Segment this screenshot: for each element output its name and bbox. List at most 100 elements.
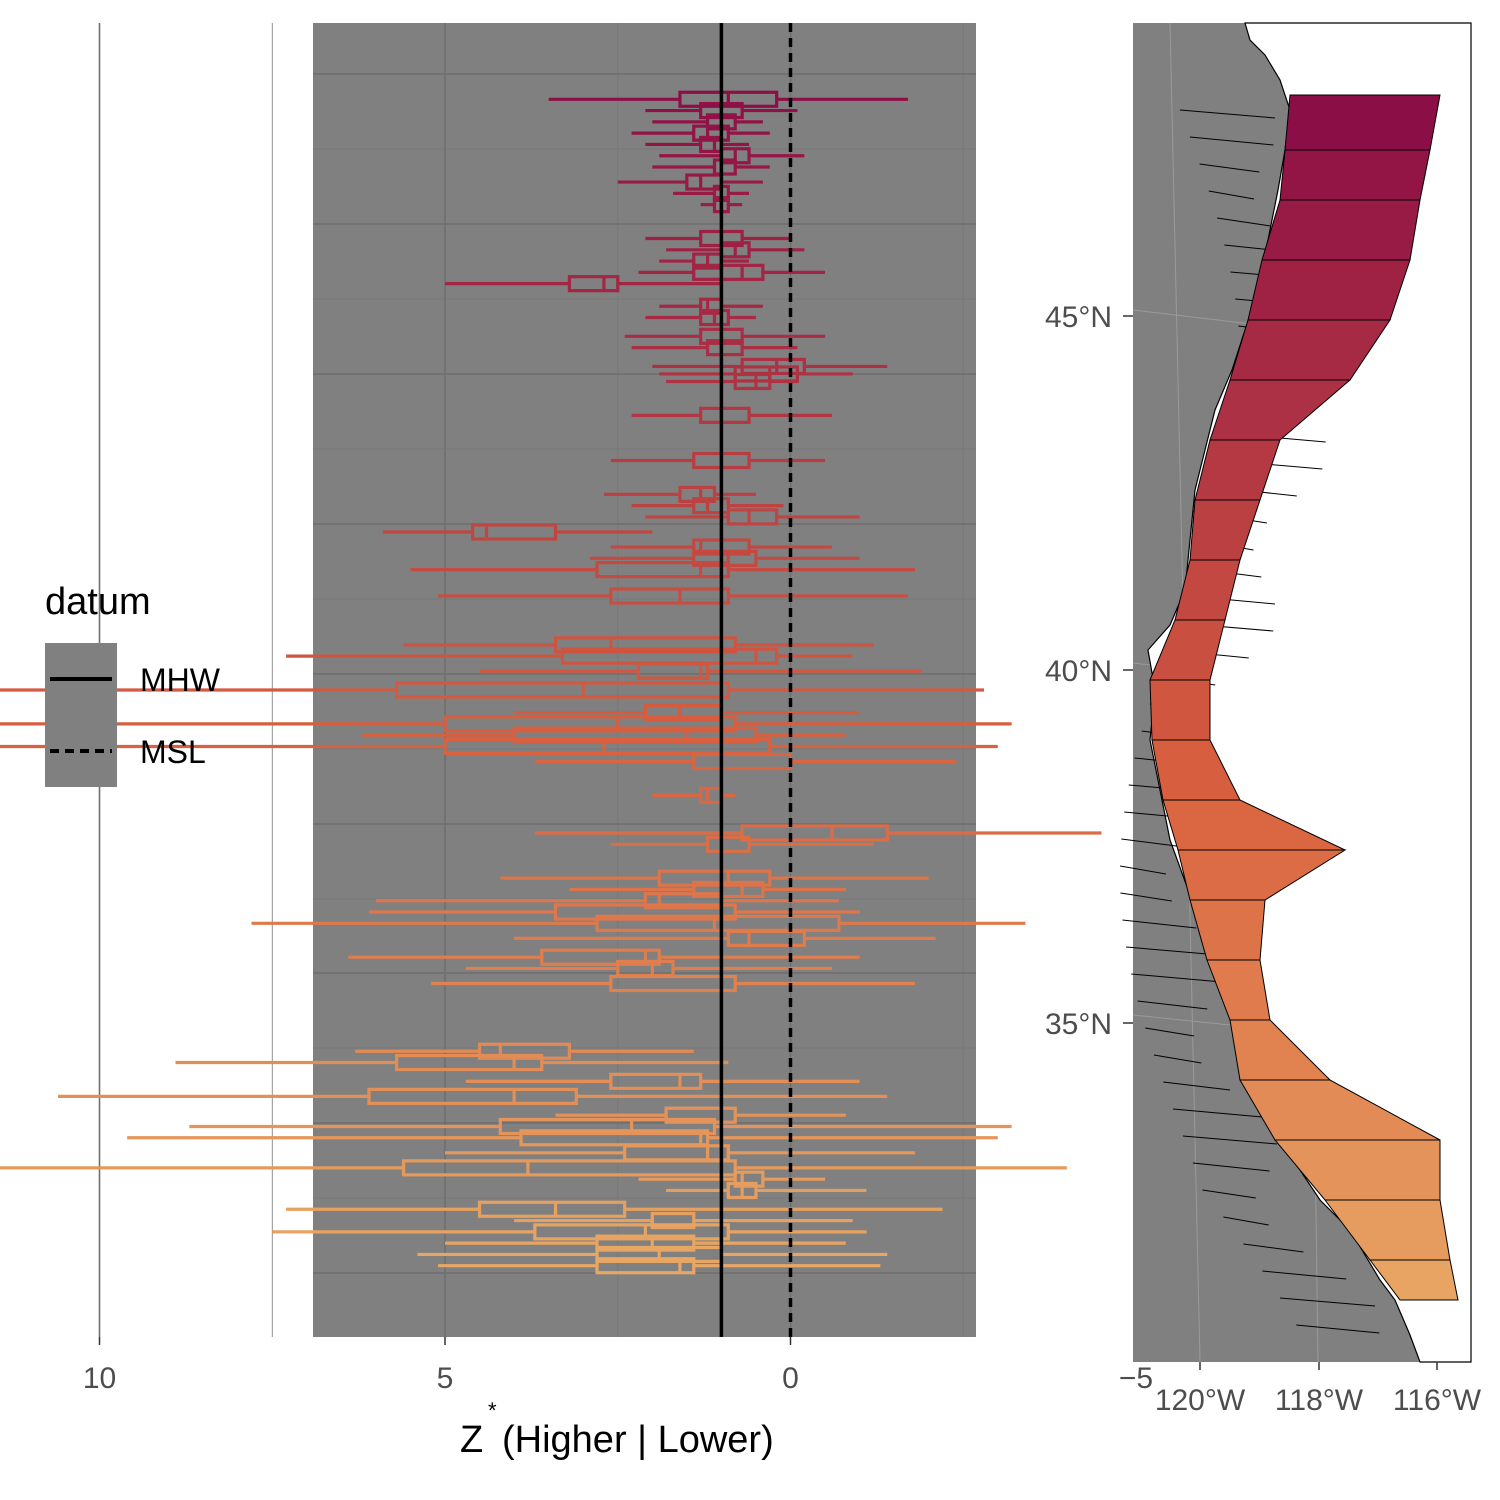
x-axis-title-suffix: (Higher | Lower) <box>502 1419 774 1461</box>
box-iqr <box>692 549 758 567</box>
watershed-region <box>1261 199 1421 261</box>
map-x-tick-label: 118°W <box>1275 1384 1364 1417</box>
box-iqr <box>533 1223 730 1241</box>
box-mark <box>548 90 908 108</box>
box-iqr <box>512 726 758 744</box>
legend-label-mhw: MHW <box>140 662 221 698</box>
x-tick-label: 10 <box>83 1362 116 1395</box>
box-mark <box>0 715 1012 733</box>
box-iqr <box>740 824 889 842</box>
box-iqr <box>726 929 806 947</box>
box-iqr <box>498 1117 717 1136</box>
box-iqr <box>692 124 730 142</box>
box-mark <box>645 508 860 526</box>
legend: datum MHW MSL <box>45 581 221 787</box>
box-mark <box>465 1072 860 1090</box>
box-iqr <box>471 523 558 541</box>
box-iqr <box>595 914 841 932</box>
map-y-tick-label: 40°N <box>1045 655 1112 688</box>
box-mark <box>58 1087 888 1105</box>
box-mark <box>175 1053 729 1072</box>
box-mark <box>0 737 998 756</box>
box-mark <box>500 869 929 887</box>
box-iqr <box>609 1072 703 1090</box>
box-iqr <box>692 497 730 515</box>
box-mark <box>631 497 784 515</box>
x-axis-title-superscript: * <box>488 1398 497 1423</box>
box-iqr <box>712 158 737 176</box>
box-iqr <box>401 1159 737 1177</box>
box-iqr <box>692 880 765 899</box>
box-iqr <box>443 737 772 756</box>
map-panel: 120°W 118°W 116°W 45°N 40°N 35°N <box>1045 22 1482 1417</box>
box-series <box>0 90 1102 1275</box>
box-mark <box>666 372 798 391</box>
box-mark <box>590 549 860 567</box>
box-iqr <box>540 948 661 966</box>
watershed-region <box>1247 259 1411 321</box>
box-iqr <box>664 1106 737 1124</box>
box-iqr <box>705 339 744 357</box>
box-mark <box>355 1042 694 1060</box>
box-mark <box>534 824 1102 842</box>
box-iqr <box>567 275 620 293</box>
box-mark <box>479 662 922 680</box>
box-mark <box>286 1200 943 1218</box>
x-axis: 10 5 0 −5 <box>83 1337 1153 1395</box>
box-mark <box>272 1223 867 1241</box>
legend-title: datum <box>45 581 151 623</box>
box-mark <box>514 929 936 947</box>
box-mark <box>382 523 653 541</box>
box-mark <box>569 880 846 899</box>
watershed-region <box>1149 679 1211 741</box>
box-iqr <box>733 1170 765 1188</box>
legend-label-msl: MSL <box>140 734 206 770</box>
box-iqr <box>705 835 751 853</box>
box-iqr <box>733 372 772 391</box>
x-tick-label: 5 <box>437 1362 454 1395</box>
x-tick-label: 0 <box>782 1362 799 1395</box>
reference-lines <box>719 23 793 1337</box>
box-iqr <box>636 662 710 680</box>
box-iqr <box>657 869 772 887</box>
box-iqr <box>595 1257 696 1275</box>
box-iqr <box>609 974 737 993</box>
box-mark <box>438 587 908 605</box>
box-mark <box>631 124 770 142</box>
box-iqr <box>519 1129 710 1147</box>
box-iqr <box>595 1234 696 1252</box>
box-iqr <box>367 1087 578 1105</box>
map-y-tick-label: 45°N <box>1045 301 1112 334</box>
box-mark <box>514 704 860 722</box>
box-mark <box>0 681 984 699</box>
box-mark <box>445 1234 846 1252</box>
box-iqr <box>595 561 730 579</box>
box-iqr <box>395 1053 544 1072</box>
box-mark <box>638 1170 826 1188</box>
box-mark <box>127 1129 998 1147</box>
box-mark <box>348 948 860 966</box>
x-axis-title-main: Z <box>460 1419 483 1461</box>
map-y-tick-label: 35°N <box>1045 1008 1112 1041</box>
watershed-region <box>1369 1259 1459 1301</box>
box-mark <box>445 275 722 293</box>
box-iqr <box>443 715 737 733</box>
box-mark <box>403 636 874 654</box>
box-iqr <box>609 587 730 605</box>
map-x-tick-label: 116°W <box>1393 1384 1482 1417</box>
boxplot-panel: 10 5 0 −5 Z * (Higher | Lower) <box>0 23 1153 1461</box>
box-mark <box>638 263 826 281</box>
box-mark <box>645 308 756 327</box>
box-iqr <box>678 485 717 503</box>
box-iqr <box>395 681 730 699</box>
box-mark <box>189 1117 1012 1136</box>
box-iqr <box>477 1042 571 1060</box>
box-iqr <box>699 406 751 424</box>
map-axes: 120°W 118°W 116°W 45°N 40°N 35°N <box>1045 301 1482 1417</box>
x-tick-label: −5 <box>1119 1362 1153 1395</box>
box-mark <box>666 1181 867 1200</box>
map-x-tick-label: 120°W <box>1155 1384 1246 1417</box>
box-iqr <box>553 636 737 654</box>
box-mark <box>251 914 1026 932</box>
